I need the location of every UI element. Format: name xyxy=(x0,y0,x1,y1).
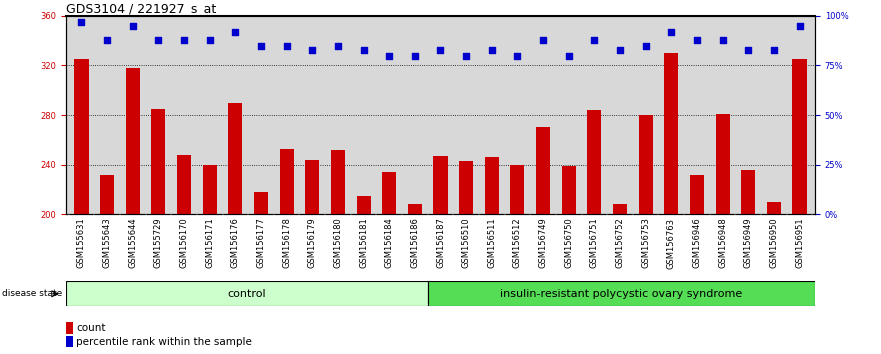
Text: disease state: disease state xyxy=(2,289,62,298)
Text: GDS3104 / 221927_s_at: GDS3104 / 221927_s_at xyxy=(66,2,217,15)
Text: count: count xyxy=(76,323,106,333)
Text: GSM156184: GSM156184 xyxy=(385,217,394,268)
Text: GSM156951: GSM156951 xyxy=(795,217,804,268)
Text: GSM156510: GSM156510 xyxy=(462,217,470,268)
Bar xyxy=(66,336,73,347)
Text: GSM156949: GSM156949 xyxy=(744,217,752,268)
Bar xyxy=(357,195,371,354)
Text: GSM156946: GSM156946 xyxy=(692,217,701,268)
Text: GSM156749: GSM156749 xyxy=(538,217,548,268)
FancyBboxPatch shape xyxy=(66,281,427,306)
Point xyxy=(305,47,319,52)
Text: GSM156751: GSM156751 xyxy=(590,217,599,268)
Text: GSM156186: GSM156186 xyxy=(411,217,419,268)
Point xyxy=(279,43,293,48)
Text: GSM156177: GSM156177 xyxy=(256,217,265,268)
Point xyxy=(536,37,550,42)
Point xyxy=(715,37,729,42)
Point xyxy=(152,37,166,42)
Text: GSM156178: GSM156178 xyxy=(282,217,291,268)
Bar xyxy=(382,172,396,354)
Point xyxy=(408,53,422,58)
Point xyxy=(459,53,473,58)
Point xyxy=(100,37,115,42)
Bar xyxy=(562,166,576,354)
Bar xyxy=(203,165,217,354)
Bar xyxy=(126,68,140,354)
Bar xyxy=(613,204,627,354)
Bar xyxy=(228,103,242,354)
Point xyxy=(203,37,217,42)
Bar xyxy=(66,322,73,334)
Point xyxy=(766,47,781,52)
Point xyxy=(485,47,499,52)
Text: insulin-resistant polycystic ovary syndrome: insulin-resistant polycystic ovary syndr… xyxy=(500,289,743,299)
Bar xyxy=(152,109,166,354)
Bar xyxy=(485,157,499,354)
FancyBboxPatch shape xyxy=(427,281,815,306)
Bar xyxy=(177,155,191,354)
Text: GSM156180: GSM156180 xyxy=(333,217,343,268)
Point xyxy=(562,53,576,58)
Text: GSM156170: GSM156170 xyxy=(180,217,189,268)
Text: GSM156181: GSM156181 xyxy=(359,217,368,268)
Text: GSM156950: GSM156950 xyxy=(769,217,779,268)
Text: GSM155631: GSM155631 xyxy=(77,217,86,268)
Bar xyxy=(408,204,422,354)
Text: GSM156750: GSM156750 xyxy=(564,217,574,268)
Text: GSM156511: GSM156511 xyxy=(487,217,496,268)
Point xyxy=(613,47,627,52)
Point xyxy=(357,47,371,52)
Point xyxy=(433,47,448,52)
Bar xyxy=(664,53,678,354)
Bar xyxy=(74,59,88,354)
Bar xyxy=(331,150,345,354)
Text: GSM155643: GSM155643 xyxy=(102,217,112,268)
Bar xyxy=(433,156,448,354)
Point xyxy=(126,23,140,29)
Point xyxy=(228,29,242,35)
Bar xyxy=(793,59,807,354)
Point xyxy=(664,29,678,35)
Bar xyxy=(254,192,268,354)
Bar xyxy=(588,110,602,354)
Point xyxy=(510,53,524,58)
Point xyxy=(690,37,704,42)
Text: GSM156187: GSM156187 xyxy=(436,217,445,268)
Bar xyxy=(741,170,755,354)
Bar xyxy=(510,165,524,354)
Bar xyxy=(459,161,473,354)
Bar xyxy=(305,160,319,354)
Text: percentile rank within the sample: percentile rank within the sample xyxy=(76,337,252,347)
Bar xyxy=(279,149,293,354)
Text: GSM155729: GSM155729 xyxy=(154,217,163,268)
Text: GSM155644: GSM155644 xyxy=(129,217,137,268)
Bar xyxy=(536,127,550,354)
Text: GSM156948: GSM156948 xyxy=(718,217,727,268)
Text: GSM156752: GSM156752 xyxy=(616,217,625,268)
Bar xyxy=(639,115,653,354)
Point xyxy=(741,47,755,52)
Point xyxy=(254,43,268,48)
Point xyxy=(382,53,396,58)
Point xyxy=(331,43,345,48)
Text: control: control xyxy=(227,289,266,299)
Text: GSM156763: GSM156763 xyxy=(667,217,676,269)
Bar xyxy=(100,175,115,354)
Bar xyxy=(766,202,781,354)
Text: GSM156753: GSM156753 xyxy=(641,217,650,268)
Text: GSM156512: GSM156512 xyxy=(513,217,522,268)
Point xyxy=(793,23,807,29)
Point xyxy=(639,43,653,48)
Text: GSM156176: GSM156176 xyxy=(231,217,240,268)
Point xyxy=(177,37,191,42)
Text: GSM156179: GSM156179 xyxy=(307,217,317,268)
Text: GSM156171: GSM156171 xyxy=(205,217,214,268)
Point xyxy=(74,19,88,25)
Point xyxy=(588,37,602,42)
Bar xyxy=(715,114,729,354)
Bar xyxy=(690,175,704,354)
